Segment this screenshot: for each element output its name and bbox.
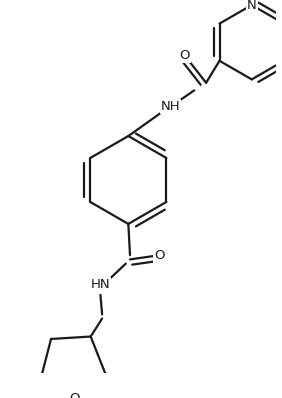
Text: O: O: [154, 249, 165, 262]
Text: O: O: [69, 392, 80, 398]
Text: HN: HN: [91, 278, 110, 291]
Text: N: N: [247, 0, 257, 12]
Text: NH: NH: [161, 100, 180, 113]
Text: O: O: [180, 49, 190, 62]
